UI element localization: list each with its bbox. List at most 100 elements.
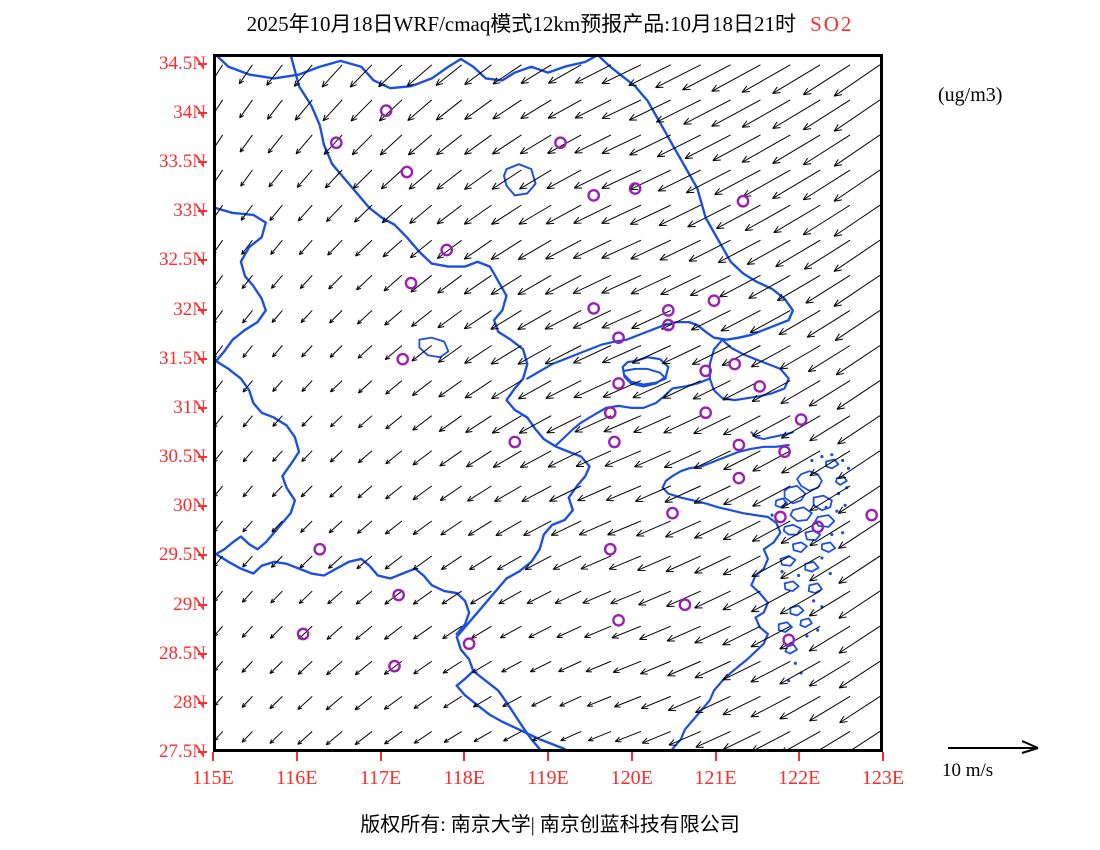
station-marker[interactable] <box>296 627 310 641</box>
wind-arrow <box>546 169 582 190</box>
boundary-line <box>598 57 795 341</box>
wind-arrow <box>523 520 552 537</box>
wind-arrow <box>813 731 851 749</box>
wind-arrow <box>838 520 880 549</box>
wind-arrow <box>833 239 880 272</box>
wind-arrow <box>526 590 552 605</box>
wind-arrow <box>659 239 701 261</box>
wind-arrow <box>241 625 253 638</box>
wind-arrow <box>667 695 701 712</box>
wind-arrow <box>752 485 791 507</box>
y-axis-tick-mark <box>198 406 207 409</box>
station-marker[interactable] <box>587 189 601 202</box>
wind-arrow <box>270 590 283 604</box>
y-axis-tick-mark <box>198 308 207 311</box>
wind-arrow <box>517 239 552 260</box>
station-marker[interactable] <box>612 613 625 627</box>
station-marker[interactable] <box>732 471 746 485</box>
wind-arrow <box>384 345 403 361</box>
wind-arrow <box>242 520 253 533</box>
x-axis-tick-mark <box>212 752 214 761</box>
station-marker[interactable] <box>753 380 767 393</box>
wind-arrow <box>381 204 403 224</box>
wind-scale-label: 10 m/s <box>942 760 994 781</box>
station-marker[interactable] <box>612 331 625 345</box>
station-marker[interactable] <box>628 182 642 195</box>
station-marker[interactable] <box>794 413 808 426</box>
wind-arrow <box>802 99 851 131</box>
station-marker[interactable] <box>728 357 742 371</box>
y-axis-tick-mark <box>198 652 207 655</box>
wind-arrow <box>772 169 821 199</box>
wind-arrow <box>805 274 851 304</box>
station-marker[interactable] <box>404 276 418 290</box>
station-marker[interactable] <box>608 435 621 449</box>
station-marker[interactable] <box>508 435 522 449</box>
wind-arrow <box>722 660 761 681</box>
wind-arrow <box>547 99 582 119</box>
station-marker[interactable] <box>661 304 675 317</box>
station-marker[interactable] <box>329 136 343 150</box>
station-marker[interactable] <box>603 542 617 556</box>
wind-arrow <box>501 660 522 673</box>
wind-arrow <box>266 99 283 120</box>
wind-arrow <box>552 555 582 570</box>
station-marker[interactable] <box>392 588 405 602</box>
station-marker[interactable] <box>554 136 567 150</box>
station-marker[interactable] <box>699 406 713 420</box>
station-marker[interactable] <box>396 352 410 366</box>
station-marker[interactable] <box>678 598 692 612</box>
station-marker[interactable] <box>661 318 675 332</box>
wind-arrow <box>554 590 582 604</box>
station-marker[interactable] <box>865 508 879 522</box>
wind-arrow <box>550 520 582 536</box>
station-marker[interactable] <box>603 406 617 420</box>
station-marker[interactable] <box>666 506 679 520</box>
wind-arrow <box>573 204 612 224</box>
station-marker[interactable] <box>587 302 601 315</box>
map-plot-area[interactable] <box>213 54 883 752</box>
wind-arrow <box>640 660 671 675</box>
station-marker[interactable] <box>612 377 625 390</box>
station-marker[interactable] <box>774 510 787 524</box>
wind-arrow <box>472 660 492 674</box>
station-marker[interactable] <box>782 633 796 647</box>
wind-arrow <box>610 590 642 605</box>
boundary-line <box>216 206 267 363</box>
wind-arrow <box>241 275 253 290</box>
station-marker[interactable] <box>400 165 414 179</box>
island-dot <box>843 503 847 507</box>
y-axis-ticks: 27.5N 28N 28.5N 29N 29.5N 30N 30.5N 31N 31.5N 32N… <box>128 0 207 850</box>
boundary-line <box>799 617 813 629</box>
wind-arrow <box>466 450 492 468</box>
boundary-line <box>784 643 798 655</box>
boundary-line <box>216 359 301 556</box>
station-marker[interactable] <box>778 445 791 459</box>
station-marker[interactable] <box>736 194 750 208</box>
wind-arrow <box>585 660 612 673</box>
wind-arrow <box>744 204 791 231</box>
wind-arrow <box>498 590 522 605</box>
y-axis-tick-mark <box>198 357 207 360</box>
wind-arrow <box>711 64 761 92</box>
station-marker[interactable] <box>440 243 454 257</box>
station-marker[interactable] <box>388 659 401 673</box>
station-marker[interactable] <box>699 364 713 378</box>
wind-arrow <box>712 134 761 162</box>
station-marker[interactable] <box>811 520 825 534</box>
station-marker[interactable] <box>732 438 746 452</box>
station-marker[interactable] <box>707 294 721 308</box>
wind-arrow <box>573 380 612 399</box>
wind-arrow <box>547 450 582 468</box>
wind-arrow <box>574 415 612 433</box>
station-marker[interactable] <box>313 542 327 556</box>
station-marker[interactable] <box>379 104 393 117</box>
wind-arrow <box>242 415 253 428</box>
x-axis-tick-label: 121E <box>694 767 737 789</box>
wind-arrow <box>664 520 701 538</box>
wind-arrow <box>301 380 313 392</box>
wind-arrow <box>661 345 701 365</box>
wind-arrow <box>603 415 642 433</box>
wind-arrow <box>298 239 313 256</box>
station-marker[interactable] <box>462 637 476 651</box>
